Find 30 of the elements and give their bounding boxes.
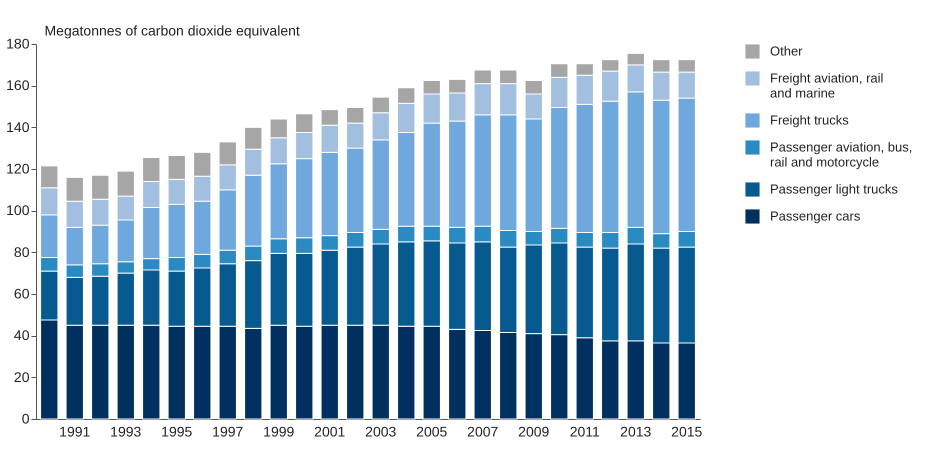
legend-label: Freight trucks [770,112,850,128]
x-tick-label: 2015 [671,424,703,440]
x-tick-label: 2013 [620,424,652,440]
x-tick-label: 1999 [263,424,295,440]
y-tick-label: 100 [6,202,30,218]
y-tick-label: 180 [6,36,30,52]
y-tick-label: 0 [22,410,30,426]
x-tick-label: 2003 [365,424,397,440]
y-tick-label: 60 [14,286,30,302]
x-tick-label: 1995 [161,424,193,440]
y-tick-label: 160 [6,77,30,94]
legend-label: Passenger aviation, bus, rail and motorcycle [770,140,912,170]
x-tick-label: 2009 [518,424,550,440]
x-tick-label: 2001 [314,424,346,440]
y-tick-label: 80 [14,244,30,260]
y-tick-label: 20 [14,368,30,385]
x-tick-label: 2007 [467,424,499,440]
x-tick-label: 2011 [570,424,600,440]
x-tick-label: 1991 [59,424,91,440]
x-tick-label: 1993 [110,424,142,440]
legend-label: Passenger cars [770,208,861,224]
y-tick-label: 120 [6,160,30,176]
legend-label: Freight aviation, rail and marine [770,70,884,100]
y-axis-title: Megatonnes of carbon dioxide equivalent [44,22,300,38]
y-tick-label: 40 [14,327,30,344]
y-tick-label: 140 [6,118,30,135]
legend-label: Passenger light trucks [770,182,898,196]
legend-label: Other [770,44,804,58]
x-tick-label: 2005 [416,424,448,440]
x-tick-label: 1997 [212,424,244,440]
